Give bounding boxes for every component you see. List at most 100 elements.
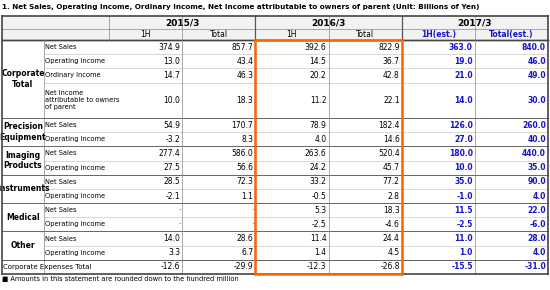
- Text: 182.4: 182.4: [378, 121, 400, 130]
- Text: 4.0: 4.0: [315, 135, 327, 144]
- Text: -4.6: -4.6: [385, 220, 400, 229]
- Text: Total: Total: [356, 30, 374, 39]
- Text: 28.6: 28.6: [236, 234, 254, 243]
- Bar: [2, 16, 548, 40]
- Text: 126.0: 126.0: [449, 121, 473, 130]
- Text: 56.6: 56.6: [236, 163, 254, 172]
- Text: 28.0: 28.0: [527, 234, 546, 243]
- Text: 46.3: 46.3: [236, 71, 254, 80]
- Text: -2.5: -2.5: [456, 220, 473, 229]
- Text: 24.4: 24.4: [383, 234, 400, 243]
- Text: ·: ·: [178, 206, 180, 215]
- Text: Operating Income: Operating Income: [45, 58, 105, 64]
- Text: 363.0: 363.0: [449, 43, 473, 52]
- Text: 2.8: 2.8: [388, 191, 400, 200]
- Text: 8.3: 8.3: [241, 135, 254, 144]
- Text: -15.5: -15.5: [452, 262, 473, 271]
- Text: 14.6: 14.6: [383, 135, 400, 144]
- Text: 1.0: 1.0: [459, 248, 473, 257]
- Text: 11.0: 11.0: [454, 234, 473, 243]
- Text: 277.4: 277.4: [158, 149, 180, 158]
- Text: 180.0: 180.0: [449, 149, 473, 158]
- Text: 10.0: 10.0: [454, 163, 473, 172]
- Text: -0.5: -0.5: [312, 191, 327, 200]
- Text: 4.0: 4.0: [532, 191, 546, 200]
- Text: 11.5: 11.5: [454, 206, 473, 215]
- Text: 19.0: 19.0: [454, 57, 473, 66]
- Text: 392.6: 392.6: [305, 43, 327, 52]
- Text: ·: ·: [178, 220, 180, 229]
- Text: 28.5: 28.5: [163, 177, 180, 186]
- Text: 11.4: 11.4: [310, 234, 327, 243]
- Text: 21.0: 21.0: [454, 71, 473, 80]
- Text: 22.0: 22.0: [527, 206, 546, 215]
- Text: 170.7: 170.7: [232, 121, 254, 130]
- Text: Net Sales: Net Sales: [45, 151, 76, 156]
- Text: 20.2: 20.2: [310, 71, 327, 80]
- Text: 40.0: 40.0: [527, 135, 546, 144]
- Text: 45.7: 45.7: [383, 163, 400, 172]
- Text: 72.3: 72.3: [236, 177, 254, 186]
- Text: 14.7: 14.7: [163, 71, 180, 80]
- Text: 33.2: 33.2: [310, 177, 327, 186]
- Text: 35.0: 35.0: [454, 177, 473, 186]
- Text: 263.6: 263.6: [305, 149, 327, 158]
- Bar: [255, 40, 402, 274]
- Text: 440.0: 440.0: [522, 149, 546, 158]
- Text: -2.5: -2.5: [312, 220, 327, 229]
- Text: 90.0: 90.0: [527, 177, 546, 186]
- Text: 18.3: 18.3: [383, 206, 400, 215]
- Text: 27.5: 27.5: [163, 163, 180, 172]
- Text: Net Sales: Net Sales: [45, 235, 76, 242]
- Text: 4.5: 4.5: [388, 248, 400, 257]
- Text: -31.0: -31.0: [524, 262, 546, 271]
- Text: Net Sales: Net Sales: [45, 44, 76, 50]
- Text: Operating Income: Operating Income: [45, 136, 105, 142]
- Text: 49.0: 49.0: [527, 71, 546, 80]
- Text: -2.1: -2.1: [166, 191, 180, 200]
- Text: 30.0: 30.0: [527, 96, 546, 105]
- Text: 14.5: 14.5: [310, 57, 327, 66]
- Text: 857.7: 857.7: [232, 43, 254, 52]
- Text: 46.0: 46.0: [527, 57, 546, 66]
- Text: 4.0: 4.0: [532, 248, 546, 257]
- Text: Operating Income: Operating Income: [45, 193, 105, 199]
- Text: 1.4: 1.4: [315, 248, 327, 257]
- Text: 1.1: 1.1: [241, 191, 254, 200]
- Text: 43.4: 43.4: [236, 57, 254, 66]
- Text: Corporate Expenses Total: Corporate Expenses Total: [3, 264, 91, 270]
- Text: 6.7: 6.7: [241, 248, 254, 257]
- Text: Other: Other: [10, 241, 35, 250]
- Text: 77.2: 77.2: [383, 177, 400, 186]
- Text: 374.9: 374.9: [158, 43, 180, 52]
- Text: 840.0: 840.0: [522, 43, 546, 52]
- Text: Net Sales: Net Sales: [45, 207, 76, 213]
- Text: 2016/3: 2016/3: [311, 18, 346, 27]
- Text: 10.0: 10.0: [163, 96, 180, 105]
- Text: ■ Amounts in this statement are rounded down to the hundred million: ■ Amounts in this statement are rounded …: [2, 276, 239, 282]
- Text: 42.8: 42.8: [383, 71, 400, 80]
- Text: 822.9: 822.9: [378, 43, 400, 52]
- Text: 22.1: 22.1: [383, 96, 400, 105]
- Text: 1H: 1H: [287, 30, 297, 39]
- Text: 35.0: 35.0: [527, 163, 546, 172]
- Text: 1. Net Sales, Operating Income, Ordinary Income, Net Income attributable to owne: 1. Net Sales, Operating Income, Ordinary…: [2, 4, 480, 10]
- Text: Instruments: Instruments: [0, 184, 50, 193]
- Text: -12.3: -12.3: [307, 262, 327, 271]
- Text: 11.2: 11.2: [310, 96, 327, 105]
- Text: -3.2: -3.2: [166, 135, 180, 144]
- Text: Net Sales: Net Sales: [45, 179, 76, 185]
- Text: 2015/3: 2015/3: [165, 18, 199, 27]
- Text: ·: ·: [251, 206, 254, 215]
- Text: Net Sales: Net Sales: [45, 122, 76, 128]
- Text: 520.4: 520.4: [378, 149, 400, 158]
- Text: -6.0: -6.0: [530, 220, 546, 229]
- Text: Operating Income: Operating Income: [45, 250, 105, 256]
- Text: 36.7: 36.7: [383, 57, 400, 66]
- Text: -12.6: -12.6: [161, 262, 180, 271]
- Text: 13.0: 13.0: [163, 57, 180, 66]
- Text: 1H: 1H: [140, 30, 151, 39]
- Text: Imaging
Products: Imaging Products: [4, 151, 42, 170]
- Text: Ordinary Income: Ordinary Income: [45, 72, 101, 79]
- Text: Corporate
Total: Corporate Total: [1, 69, 45, 89]
